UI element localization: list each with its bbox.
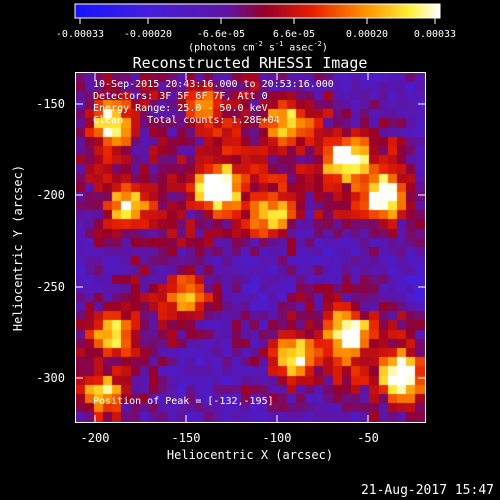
info-time-range: 10-Sep-2015 20:43:16.000 to 20:53:16.000 <box>93 79 334 90</box>
x-axis-label: Heliocentric X (arcsec) <box>166 448 334 462</box>
x-tick-label: -100 <box>262 431 292 445</box>
info-detectors: Detectors: 3F 5F 6F 7F, Att 0 <box>93 91 268 102</box>
colorbar-unit-label: (photons cm-2 s-1 asec-2) <box>188 40 328 54</box>
colorbar-tick-label: -6.6e-05 <box>196 29 246 40</box>
x-tick-label: -150 <box>171 431 201 445</box>
y-tick-label: -300 <box>36 371 65 385</box>
colorbar <box>75 4 440 18</box>
y-tick-label: -150 <box>36 97 65 111</box>
y-axis-label: Heliocentric Y (arcsec) <box>11 164 25 332</box>
plot-timestamp: 21-Aug-2017 15:47 <box>360 483 494 498</box>
y-tick-label: -200 <box>36 188 65 202</box>
colorbar-tick-label: 6.6e-05 <box>272 29 316 40</box>
colorbar-tick-label: -0.00033 <box>55 29 105 40</box>
colorbar-tick-label: 0.00020 <box>345 29 389 40</box>
x-tick-label: -200 <box>80 431 110 445</box>
plot-title: Reconstructed RHESSI Image <box>132 54 368 72</box>
info-counts: Clean Total counts: 1.28E+04 <box>93 115 280 126</box>
x-tick-label: -50 <box>357 431 379 445</box>
peak-position-label: Position of Peak = [-132,-195] <box>93 396 274 407</box>
colorbar-tick-label: 0.00033 <box>413 29 457 40</box>
heatmap-image <box>76 73 425 422</box>
y-tick-label: -250 <box>36 280 65 294</box>
colorbar-frame <box>74 3 441 19</box>
info-energy-range: Energy Range: 25.0 - 50.0 keV <box>93 103 268 114</box>
colorbar-tick-label: -0.00020 <box>123 29 173 40</box>
image-plot-area <box>75 72 426 423</box>
